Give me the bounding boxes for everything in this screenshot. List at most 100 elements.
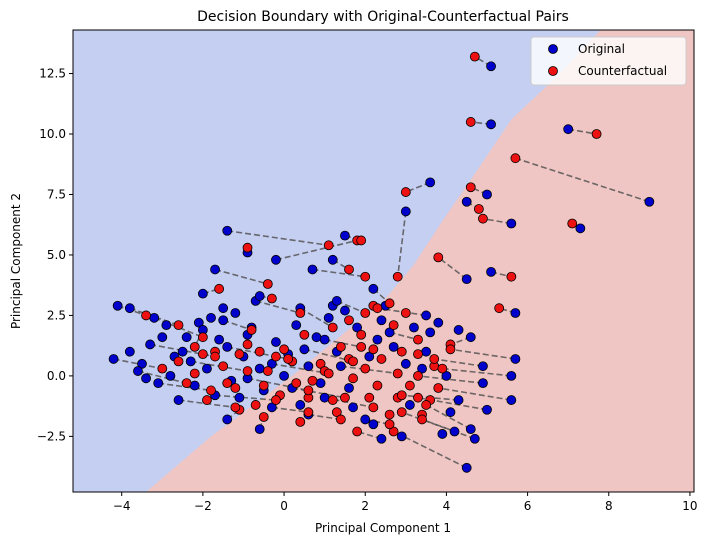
counterfactual-point <box>295 416 306 427</box>
counterfactual-point <box>335 341 346 352</box>
counterfactual-point <box>230 383 241 393</box>
x-tick-label: 4 <box>443 499 451 513</box>
pair-line <box>247 377 309 392</box>
counterfactual-point <box>356 235 367 246</box>
y-tick-label: 10.0 <box>39 127 66 141</box>
y-tick-label: 12.5 <box>39 67 66 81</box>
original-point <box>335 361 346 372</box>
counterfactual-point <box>384 298 395 309</box>
pair-line <box>255 300 301 314</box>
original-point <box>222 341 233 352</box>
x-tick-label: 8 <box>605 499 613 513</box>
counterfactual-point <box>327 395 338 405</box>
counterfactual-point <box>360 308 371 318</box>
counterfactual-point <box>258 412 269 422</box>
original-point <box>157 332 168 343</box>
counterfactual-point <box>356 329 367 340</box>
pair-line <box>437 256 468 280</box>
original-point <box>486 119 496 130</box>
original-point <box>319 392 330 403</box>
original-point <box>478 361 488 372</box>
counterfactual-point <box>307 375 318 386</box>
original-point <box>299 344 310 355</box>
original-point <box>437 429 448 439</box>
counterfactual-point <box>396 346 407 357</box>
pair-line <box>271 406 309 413</box>
counterfactual-point <box>372 380 383 391</box>
original-point <box>197 288 208 299</box>
x-tick-label: −2 <box>194 499 212 513</box>
original-point <box>177 346 188 357</box>
pair-line <box>442 367 512 377</box>
counterfactual-point <box>396 407 407 418</box>
original-point <box>193 317 204 328</box>
counterfactual-point <box>352 426 363 437</box>
pair-line <box>271 363 329 375</box>
pair-line <box>214 268 269 285</box>
counterfactual-point <box>189 341 200 352</box>
counterfactual-point <box>376 354 387 364</box>
chart-title: Decision Boundary with Original-Counterf… <box>197 9 569 25</box>
original-point <box>295 400 306 410</box>
x-tick-label: 2 <box>361 499 369 513</box>
counterfactual-point <box>210 351 220 362</box>
original-point <box>291 320 302 330</box>
counterfactual-point <box>299 329 310 340</box>
pair-line <box>275 239 358 261</box>
counterfactual-point <box>404 380 415 391</box>
original-point <box>124 303 135 314</box>
original-point <box>465 424 476 435</box>
pair-line <box>117 304 147 317</box>
counterfactual-point <box>242 242 253 253</box>
counterfactual-point <box>262 366 273 376</box>
counterfactual-point <box>437 363 448 374</box>
counterfactual-point <box>250 400 261 410</box>
original-point <box>368 283 379 294</box>
counterfactual-point <box>368 344 379 355</box>
legend-marker-original <box>548 44 558 54</box>
counterfactual-point <box>510 153 521 164</box>
original-point <box>486 61 496 72</box>
original-point <box>331 296 342 306</box>
x-tick-label: −4 <box>113 499 131 513</box>
pair-line <box>434 358 484 368</box>
counterfactual-point <box>473 204 484 214</box>
x-tick-label: 10 <box>682 499 697 513</box>
counterfactual-point <box>323 368 334 379</box>
original-point <box>141 373 151 384</box>
original-point <box>644 196 655 207</box>
original-point <box>307 264 318 275</box>
original-point <box>425 177 436 188</box>
counterfactual-point <box>197 349 208 360</box>
original-point <box>575 223 586 234</box>
original-point <box>218 315 229 326</box>
pair-line <box>515 157 650 203</box>
original-point <box>340 305 350 316</box>
original-point <box>404 400 415 410</box>
legend-box <box>530 36 687 86</box>
original-point <box>189 380 200 391</box>
original-point <box>563 124 574 135</box>
pair-line <box>324 396 374 409</box>
original-point <box>453 395 464 405</box>
original-point <box>254 363 265 374</box>
original-point <box>271 337 281 347</box>
pair-line <box>113 358 163 370</box>
original-point <box>425 327 436 338</box>
counterfactual-point <box>331 407 342 418</box>
original-point <box>400 358 411 369</box>
pair-line <box>401 411 455 433</box>
original-point <box>445 407 456 418</box>
counterfactual-point <box>271 395 281 405</box>
counterfactual-point <box>433 252 444 263</box>
original-point <box>453 325 464 335</box>
original-point <box>409 322 419 333</box>
original-point <box>108 354 119 364</box>
counterfactual-point <box>303 407 314 418</box>
original-point <box>266 402 277 413</box>
counterfactual-point <box>295 308 306 318</box>
original-point <box>137 358 147 369</box>
pair-line <box>438 387 512 401</box>
original-point <box>433 317 444 328</box>
